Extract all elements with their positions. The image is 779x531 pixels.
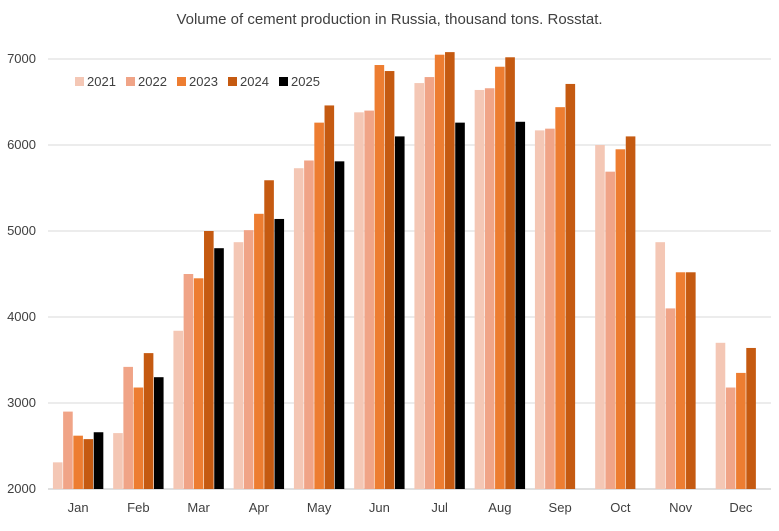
- bar-2022-Jun: [364, 110, 374, 489]
- bar-2021-Apr: [233, 242, 244, 489]
- x-tick-label: Mar: [187, 500, 210, 515]
- bar-2024-May: [324, 105, 335, 489]
- bar-2023-Sep: [555, 107, 565, 489]
- bar-2022-Apr: [243, 230, 254, 489]
- bar-2021-Jun: [354, 112, 364, 489]
- bar-2021-Jul: [414, 83, 425, 489]
- bar-2022-Jul: [424, 77, 435, 489]
- legend-swatch: [75, 77, 84, 86]
- bar-2025-Jul: [455, 122, 465, 489]
- bar-2021-Dec: [715, 342, 726, 489]
- x-tick-label: Apr: [249, 500, 270, 515]
- y-tick-label: 6000: [7, 137, 36, 152]
- bar-2024-Dec: [746, 347, 756, 489]
- bar-2023-Feb: [133, 387, 144, 489]
- bar-2021-Sep: [534, 130, 545, 489]
- x-tick-label: Sep: [549, 500, 572, 515]
- x-tick-label: Jan: [68, 500, 89, 515]
- bar-2024-Oct: [625, 136, 636, 489]
- bar-2022-Feb: [123, 366, 133, 489]
- legend-label: 2024: [240, 74, 269, 89]
- bar-2024-Jun: [384, 71, 395, 489]
- x-tick-label: Aug: [488, 500, 511, 515]
- bar-2025-Apr: [274, 218, 285, 489]
- legend-swatch: [228, 77, 237, 86]
- legend-label: 2023: [189, 74, 218, 89]
- bar-2021-Feb: [113, 433, 123, 489]
- grid-lines: [48, 58, 771, 490]
- bar-2023-May: [314, 122, 324, 489]
- y-tick-label: 3000: [7, 395, 36, 410]
- x-tick-label: Jul: [431, 500, 448, 515]
- bar-2024-Aug: [505, 57, 515, 489]
- legend: 2021 2022 2023 2024 2025: [75, 74, 320, 89]
- x-tick-label: May: [307, 500, 332, 515]
- bar-2021-Aug: [474, 89, 485, 490]
- x-tick-label: Oct: [610, 500, 631, 515]
- bar-2024-Mar: [204, 231, 214, 489]
- legend-label: 2022: [138, 74, 167, 89]
- bar-2025-May: [334, 161, 345, 489]
- legend-swatch: [279, 77, 288, 86]
- bar-2023-Mar: [193, 278, 204, 489]
- x-tick-label: Nov: [669, 500, 693, 515]
- bar-2023-Apr: [254, 213, 264, 490]
- bar-2021-Jan: [52, 462, 63, 489]
- bar-2023-Jun: [374, 65, 385, 490]
- bar-2024-Feb: [143, 353, 154, 489]
- bar-2022-Nov: [665, 308, 676, 489]
- y-tick-label: 5000: [7, 223, 36, 238]
- bar-2023-Aug: [495, 66, 505, 490]
- bar-2024-Jul: [445, 52, 455, 490]
- y-axis-ticks: 2000 3000 4000 5000 6000 7000: [7, 51, 36, 496]
- bar-2023-Dec: [736, 372, 746, 489]
- legend-label: 2025: [291, 74, 320, 89]
- y-tick-label: 2000: [7, 481, 36, 496]
- bar-2021-May: [293, 168, 304, 489]
- bar-2025-Aug: [515, 121, 526, 489]
- bar-2022-Dec: [725, 387, 736, 489]
- bar-2022-May: [304, 160, 314, 490]
- x-tick-label: Jun: [369, 500, 390, 515]
- y-tick-label: 7000: [7, 51, 36, 66]
- bar-2023-Nov: [675, 272, 686, 489]
- bar-2024-Sep: [565, 83, 576, 489]
- bar-2024-Apr: [264, 180, 274, 489]
- bar-2022-Oct: [605, 171, 615, 489]
- legend-swatch: [177, 77, 186, 86]
- bar-2025-Jan: [93, 432, 104, 489]
- bar-2023-Jul: [434, 54, 445, 489]
- chart-title: Volume of cement production in Russia, t…: [176, 11, 602, 28]
- x-tick-label: Dec: [729, 500, 753, 515]
- legend-swatch: [126, 77, 135, 86]
- bar-2025-Jun: [394, 136, 405, 489]
- bar-2022-Jan: [63, 411, 73, 489]
- bar-2021-Oct: [595, 145, 605, 489]
- bar-2024-Jan: [83, 439, 94, 489]
- bar-2025-Mar: [214, 248, 224, 489]
- bar-2023-Jan: [73, 435, 83, 489]
- bar-2022-Sep: [545, 128, 555, 489]
- bar-2021-Nov: [655, 242, 666, 489]
- bar-2024-Nov: [686, 272, 696, 489]
- bar-2023-Oct: [615, 149, 626, 490]
- x-axis-ticks: Jan Feb Mar Apr May Jun Jul Aug Sep Oct Nov Dec: [68, 500, 753, 515]
- bar-2022-Mar: [183, 274, 194, 489]
- y-tick-label: 4000: [7, 309, 36, 324]
- bar-2025-Feb: [153, 377, 164, 489]
- bar-2021-Mar: [173, 330, 184, 489]
- legend-label: 2021: [87, 74, 116, 89]
- bar-2022-Aug: [484, 88, 495, 490]
- x-tick-label: Feb: [127, 500, 149, 515]
- bars: [52, 52, 756, 490]
